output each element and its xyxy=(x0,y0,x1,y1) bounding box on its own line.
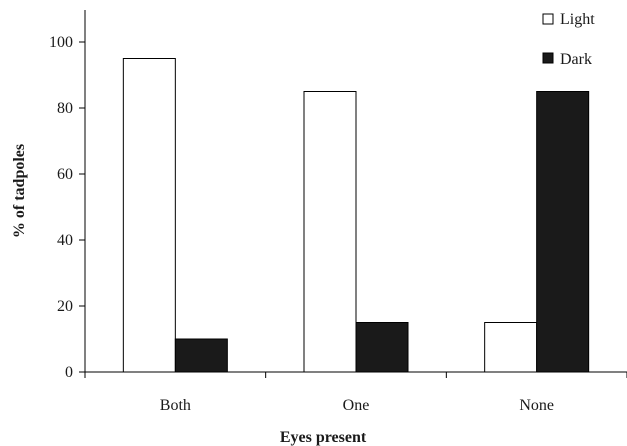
bar-dark-none xyxy=(536,91,590,373)
bar-dark-one xyxy=(355,322,409,373)
y-axis-ticks: 0 20 40 60 80 100 xyxy=(49,34,85,381)
bar-dark-both xyxy=(174,338,228,373)
y-tick-label: 20 xyxy=(57,298,73,315)
legend-label-light: Light xyxy=(560,11,595,28)
legend-swatch-dark xyxy=(542,52,554,64)
bar-light-none xyxy=(484,322,538,373)
x-category-label-both: Both xyxy=(160,397,191,414)
x-category-labels: Both One None xyxy=(160,397,554,414)
y-tick-label: 80 xyxy=(57,100,73,117)
y-tick-label: 60 xyxy=(57,166,73,183)
y-tick-label: 0 xyxy=(65,364,73,381)
bar-light-both xyxy=(122,58,176,373)
bar-light-one xyxy=(303,91,357,373)
x-axis-ticks xyxy=(84,372,627,378)
x-axis-title: Eyes present xyxy=(280,429,367,446)
x-category-label-one: One xyxy=(343,397,370,414)
legend: Light Dark xyxy=(542,11,595,68)
y-tick-label: 100 xyxy=(49,34,73,51)
x-category-label-none: None xyxy=(519,397,554,414)
legend-swatch-light xyxy=(542,13,554,25)
legend-label-dark: Dark xyxy=(560,51,592,68)
y-axis-title: % of tadpoles xyxy=(11,144,28,238)
y-tick-label: 40 xyxy=(57,232,73,249)
bar-marks xyxy=(122,58,590,373)
